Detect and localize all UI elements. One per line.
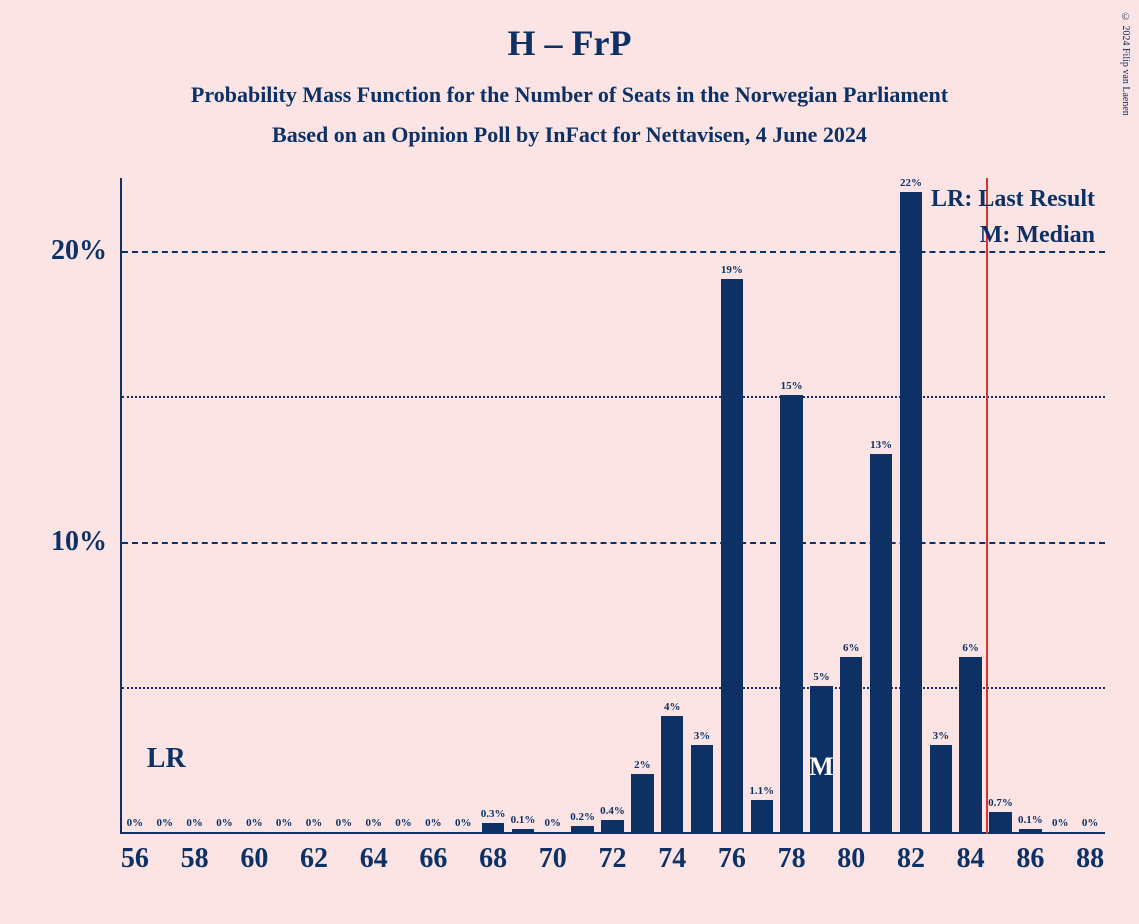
bar [780, 395, 802, 832]
bar-value-label: 0% [276, 817, 293, 829]
x-axis-label: 86 [1016, 843, 1044, 875]
x-axis-label: 68 [479, 843, 507, 875]
bar-value-label: 0% [455, 817, 472, 829]
bar-value-label: 3% [933, 730, 950, 742]
x-axis-label: 74 [658, 843, 686, 875]
bar [930, 745, 952, 832]
median-marker: M [809, 752, 834, 782]
bar [840, 657, 862, 832]
bar-value-label: 0% [1082, 817, 1099, 829]
bar-value-label: 0% [306, 817, 323, 829]
bar-value-label: 0.7% [988, 797, 1013, 809]
y-axis [120, 178, 122, 834]
bar-value-label: 0% [157, 817, 174, 829]
bar-value-label: 0% [186, 817, 203, 829]
bar [571, 826, 593, 832]
y-axis-label: 20% [51, 235, 107, 267]
bar-value-label: 0% [216, 817, 233, 829]
gridline-major [122, 542, 1105, 544]
bar-value-label: 22% [900, 177, 922, 189]
legend-median: M: Median [980, 222, 1095, 249]
bar-value-label: 0% [365, 817, 382, 829]
bar-value-label: 13% [870, 439, 892, 451]
bar [1019, 829, 1041, 832]
x-axis-label: 80 [837, 843, 865, 875]
bar-value-label: 0.3% [481, 808, 506, 820]
bar-value-label: 0% [425, 817, 442, 829]
bar-value-label: 15% [781, 380, 803, 392]
bar [601, 820, 623, 832]
x-axis-label: 64 [360, 843, 388, 875]
x-axis-label: 62 [300, 843, 328, 875]
x-axis-label: 58 [181, 843, 209, 875]
bar [751, 800, 773, 832]
bar [631, 774, 653, 832]
bar [989, 812, 1011, 832]
bar-value-label: 0% [545, 817, 562, 829]
bar [661, 716, 683, 832]
bar [512, 829, 534, 832]
x-axis-label: 88 [1076, 843, 1104, 875]
bar [691, 745, 713, 832]
x-axis-label: 82 [897, 843, 925, 875]
chart-title: H – FrP [0, 0, 1139, 64]
bar-value-label: 0.4% [600, 805, 625, 817]
legend-last-result: LR: Last Result [931, 186, 1095, 213]
bar-value-label: 0.1% [511, 814, 536, 826]
bar [959, 657, 981, 832]
bar-value-label: 0% [336, 817, 353, 829]
bar-value-label: 4% [664, 701, 681, 713]
bar [482, 823, 504, 832]
lr-marker: LR [147, 743, 186, 775]
x-axis-label: 78 [778, 843, 806, 875]
x-axis-label: 56 [121, 843, 149, 875]
bar-value-label: 0% [127, 817, 144, 829]
bar-value-label: 5% [813, 671, 830, 683]
x-axis-label: 84 [957, 843, 985, 875]
bar-value-label: 0% [246, 817, 263, 829]
bar [721, 279, 743, 832]
gridline-minor [122, 396, 1105, 398]
y-axis-label: 10% [51, 526, 107, 558]
x-axis-label: 76 [718, 843, 746, 875]
x-axis [120, 832, 1105, 834]
gridline-minor [122, 687, 1105, 689]
x-axis-label: 70 [539, 843, 567, 875]
gridline-major [122, 251, 1105, 253]
chart-subtitle-1: Probability Mass Function for the Number… [0, 64, 1139, 108]
bar-value-label: 3% [694, 730, 711, 742]
x-axis-label: 66 [419, 843, 447, 875]
bar-value-label: 1.1% [749, 785, 774, 797]
bar-value-label: 6% [962, 642, 979, 654]
chart-plot-area: 10%20%0%0%0%0%0%0%0%0%0%0%0%0%0.3%0.1%0%… [120, 178, 1105, 833]
x-axis-label: 72 [599, 843, 627, 875]
bar-value-label: 2% [634, 759, 651, 771]
bar-value-label: 0.1% [1018, 814, 1043, 826]
bar-value-label: 6% [843, 642, 860, 654]
copyright-text: © 2024 Filip van Laenen [1120, 12, 1131, 116]
bar [900, 192, 922, 832]
bar-value-label: 0% [395, 817, 412, 829]
bar-value-label: 0% [1052, 817, 1069, 829]
x-axis-label: 60 [240, 843, 268, 875]
chart-subtitle-2: Based on an Opinion Poll by InFact for N… [0, 108, 1139, 148]
bar-value-label: 19% [721, 264, 743, 276]
bar-value-label: 0.2% [570, 811, 595, 823]
median-line [986, 178, 988, 834]
bar [870, 454, 892, 832]
